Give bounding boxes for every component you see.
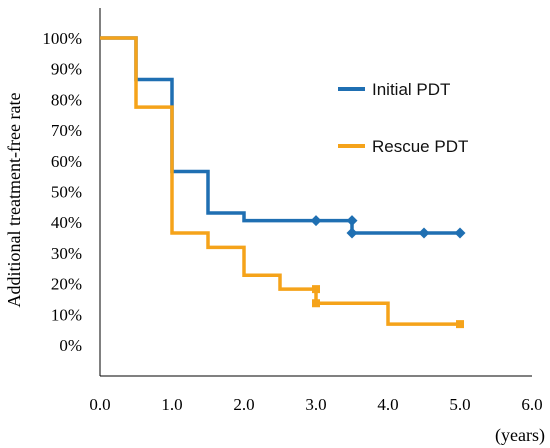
censor-marker-initial-pdt	[454, 227, 466, 239]
y-axis-label: Additional treatment-free rate	[4, 93, 24, 308]
series-line-initial-pdt	[100, 36, 460, 235]
series-line-rescue-pdt	[100, 36, 460, 326]
censor-marker-rescue-pdt	[456, 320, 464, 329]
axes-layer	[99, 8, 532, 377]
censor-marker-initial-pdt	[418, 227, 430, 239]
y-tick-labels: 0% 10% 20% 30% 40% 50% 60% 70% 80% 90% 100%	[42, 29, 82, 355]
x-tick-label: 6.0	[521, 395, 542, 414]
y-tick-label: 90%	[51, 60, 82, 79]
legend-label-initial-pdt: Initial PDT	[372, 80, 450, 99]
x-tick-label: 4.0	[377, 395, 398, 414]
series-layer	[100, 36, 466, 329]
censor-marker-initial-pdt	[310, 215, 322, 227]
y-tick-label: 80%	[51, 90, 82, 109]
x-tick-label: 3.0	[305, 395, 326, 414]
legend: Initial PDT Rescue PDT	[338, 80, 468, 156]
x-tick-label: 2.0	[233, 395, 254, 414]
y-tick-label: 0%	[59, 336, 82, 355]
x-tick-label: 0.0	[89, 395, 110, 414]
y-tick-label: 60%	[51, 152, 82, 171]
censor-marker-rescue-pdt	[312, 299, 320, 308]
x-axis-label: (years)	[495, 425, 545, 446]
x-tick-labels: 0.0 1.0 2.0 3.0 4.0 5.0 6.0	[89, 395, 542, 414]
censor-marker-rescue-pdt	[312, 285, 320, 294]
y-tick-label: 100%	[42, 29, 82, 48]
x-tick-label: 5.0	[449, 395, 470, 414]
y-tick-label: 10%	[51, 305, 82, 324]
x-tick-label: 1.0	[161, 395, 182, 414]
y-tick-label: 40%	[51, 213, 82, 232]
y-tick-label: 20%	[51, 275, 82, 294]
y-tick-label: 70%	[51, 121, 82, 140]
y-tick-label: 50%	[51, 183, 82, 202]
censor-marker-initial-pdt	[346, 215, 358, 227]
y-tick-label: 30%	[51, 244, 82, 263]
censor-marker-initial-pdt	[346, 227, 358, 239]
legend-label-rescue-pdt: Rescue PDT	[372, 137, 468, 156]
